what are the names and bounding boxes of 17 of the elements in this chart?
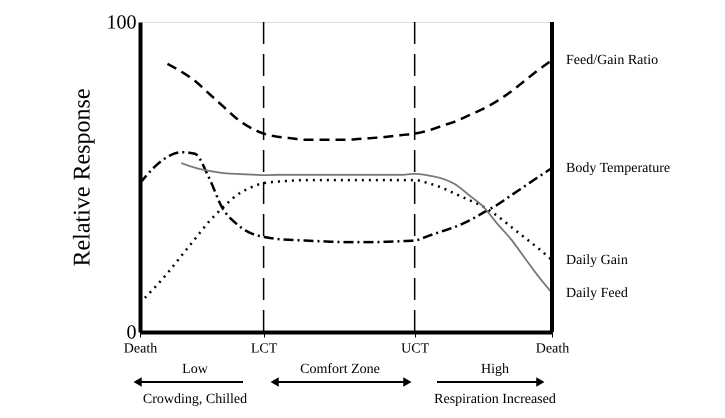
text: Respiration Increased [434, 392, 556, 407]
text: Crowding, Chilled [142, 392, 248, 407]
line-series [180, 162, 553, 294]
text: High [481, 362, 509, 377]
y-tick-label: 100 [106, 12, 136, 34]
text: Low [182, 362, 209, 377]
y-tick-label: 0 [126, 322, 136, 344]
x-tick-label: Death [536, 342, 570, 356]
x-tick-label: LCT [250, 342, 278, 356]
y-axis-title: Relative Response [70, 88, 96, 266]
series-label: Daily Feed [566, 286, 628, 301]
x-tick-label: UCT [401, 342, 430, 356]
series-label: Body Temperature [566, 161, 670, 176]
series-label: Feed/Gain Ratio [566, 53, 658, 68]
x-tick-label: Death [124, 342, 158, 356]
text: Comfort Zone [300, 362, 380, 377]
series-label: Daily Gain [566, 253, 628, 268]
